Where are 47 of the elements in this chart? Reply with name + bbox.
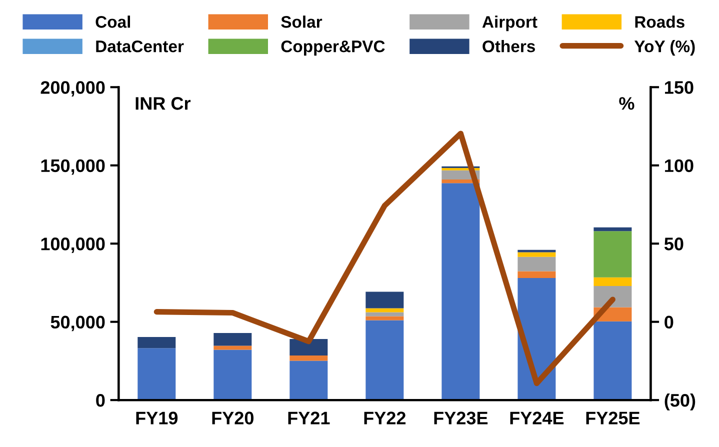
annotation: % <box>619 97 634 110</box>
x-tick-label: FY19 <box>136 412 178 424</box>
annotation: INR Cr <box>136 97 190 110</box>
y-tick-label: 100,000 <box>41 238 105 253</box>
legend-label: Coal <box>96 16 130 28</box>
bar <box>290 339 328 356</box>
legend-label: Roads <box>635 16 684 28</box>
y2-tick-label: 150 <box>665 81 694 94</box>
legend-label: YoY (%) <box>634 40 695 56</box>
legend-label: Solar <box>281 16 322 28</box>
bar <box>366 320 404 400</box>
bar <box>518 256 556 272</box>
bar <box>290 360 328 400</box>
bar <box>366 316 404 320</box>
legend-label: Others <box>482 40 535 52</box>
bar <box>442 183 480 400</box>
bar <box>366 292 404 308</box>
bar <box>594 227 632 232</box>
bar <box>594 277 632 286</box>
x-tick-label: FY24E <box>510 412 564 424</box>
y2-tick-label: 50 <box>664 238 684 250</box>
bar <box>594 286 632 308</box>
bar <box>290 355 328 361</box>
x-tick-label: FY25E <box>586 412 640 424</box>
y2-tick-label: 100 <box>665 159 694 172</box>
x-tick-label: FY20 <box>212 412 254 424</box>
bar <box>138 348 176 400</box>
bar <box>366 308 404 312</box>
x-tick-label: FY22 <box>364 412 406 424</box>
bar <box>518 252 556 257</box>
y2-tick-label: 0 <box>664 316 674 329</box>
bar <box>594 231 632 278</box>
legend-label: Airport <box>482 16 538 32</box>
y-tick-label: 150,000 <box>41 159 105 175</box>
bar <box>518 271 556 278</box>
y-tick-label: 50,000 <box>50 316 105 332</box>
y-tick-label: 0 <box>96 394 105 407</box>
bar <box>214 350 252 400</box>
y2-tick-label: (50) <box>664 394 696 410</box>
bar <box>138 337 176 348</box>
legend-label: Copper&PVC <box>281 40 385 56</box>
x-tick-label: FY21 <box>288 412 330 424</box>
x-tick-label: FY23E <box>434 412 488 424</box>
bar <box>214 332 252 346</box>
y-tick-label: 200,000 <box>40 81 105 97</box>
legend-label: DataCenter <box>96 40 184 52</box>
bar <box>594 321 632 400</box>
